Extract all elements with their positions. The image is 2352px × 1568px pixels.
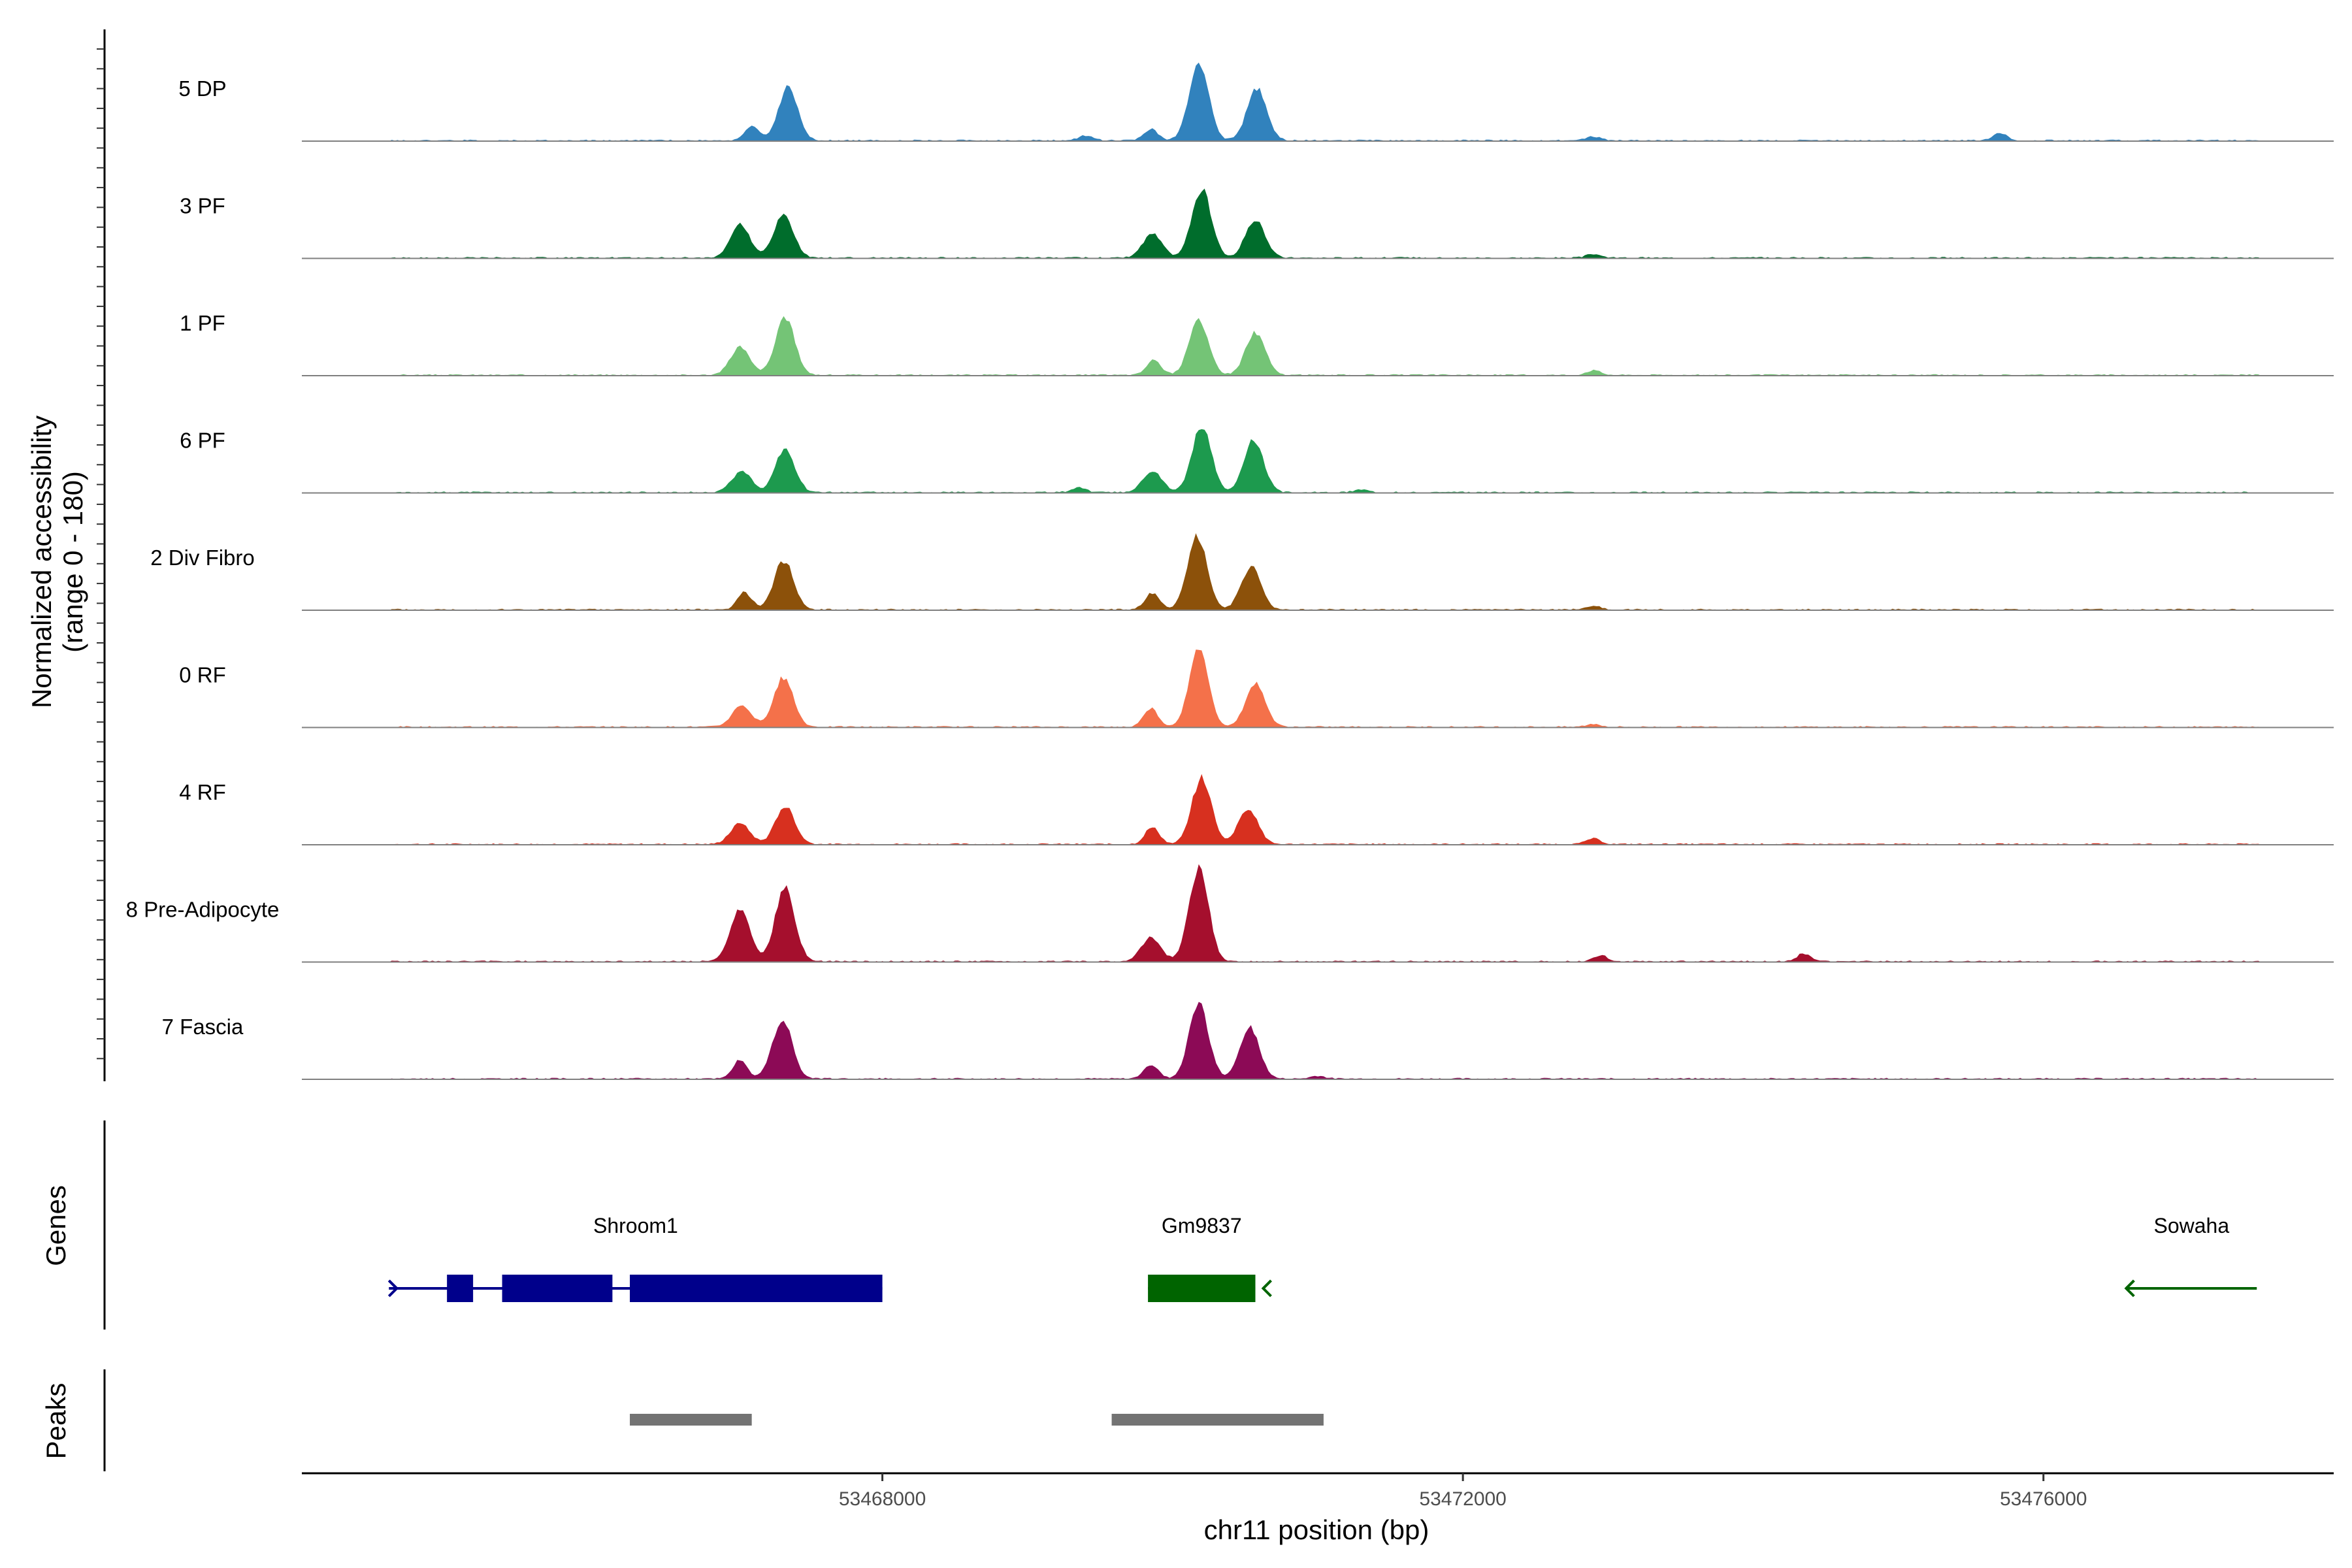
- gene-sowaha: Sowaha: [2124, 1214, 2257, 1298]
- x-axis: 53468000 53472000 53476000: [839, 1473, 2087, 1510]
- track-2: 3 PF: [180, 188, 2334, 259]
- track-4: 6 PF: [180, 429, 2334, 494]
- strand-arrow-head: [387, 1279, 399, 1298]
- coverage-area: [302, 62, 2334, 141]
- coverage-area: [302, 188, 2334, 259]
- track-8: 8 Pre-Adipocyte: [126, 864, 2334, 963]
- coverage-area: [302, 429, 2334, 493]
- x-tick-label: 53468000: [839, 1488, 926, 1510]
- track-9: 7 Fascia: [162, 1002, 2334, 1080]
- track-7: 4 RF: [179, 774, 2334, 845]
- peaks-track: [630, 1414, 1324, 1426]
- gene-exon: [447, 1275, 474, 1302]
- coverage-area: [302, 864, 2334, 962]
- track-label: 8 Pre-Adipocyte: [126, 898, 280, 922]
- gene-shroom1: Shroom1: [387, 1214, 883, 1302]
- track-label: 5 DP: [178, 76, 226, 101]
- track-label: 0 RF: [179, 663, 226, 687]
- gene-exon: [1148, 1275, 1256, 1302]
- track-label: 4 RF: [179, 780, 226, 804]
- y-axis: [97, 29, 106, 1081]
- track-label: 6 PF: [180, 429, 225, 453]
- coverage-area: [302, 649, 2334, 728]
- track-label: 3 PF: [180, 194, 225, 218]
- track-6: 0 RF: [179, 649, 2334, 728]
- coverage-area: [302, 316, 2334, 376]
- coverage-area: [302, 533, 2334, 610]
- track-3: 1 PF: [180, 311, 2334, 376]
- gene-gm9837: Gm9837: [1148, 1214, 1272, 1302]
- gene-label: Gm9837: [1162, 1214, 1242, 1237]
- track-label: 7 Fascia: [162, 1015, 244, 1039]
- track-label: 1 PF: [180, 311, 225, 335]
- x-axis-title: chr11 position (bp): [1204, 1514, 1429, 1545]
- coverage-tracks: 5 DP 3 PF 1 PF 6 PF 2 Div Fibro 0 RF 4 RF 8 Pre…: [126, 62, 2334, 1080]
- y-axis-title-line2: (range 0 - 180): [57, 471, 88, 653]
- genes-track: Shroom1 Gm9837 Sowaha: [387, 1214, 2257, 1302]
- strand-arrow-head: [2124, 1279, 2135, 1298]
- x-tick-label: 53472000: [1419, 1488, 1506, 1510]
- x-tick-label: 53476000: [2000, 1488, 2087, 1510]
- track-1: 5 DP: [178, 62, 2334, 142]
- y-axis-title-line1: Normalized accessibility: [26, 416, 57, 708]
- strand-arrow-head: [1261, 1279, 1272, 1298]
- gene-label: Shroom1: [593, 1214, 678, 1237]
- peak-region: [630, 1414, 752, 1426]
- track-5: 2 Div Fibro: [150, 533, 2334, 611]
- genes-track-label: Genes: [41, 1185, 71, 1266]
- peaks-track-label: Peaks: [41, 1383, 71, 1460]
- coverage-area: [302, 774, 2334, 845]
- gene-exon: [502, 1275, 613, 1302]
- coverage-area: [302, 1002, 2334, 1079]
- gene-label: Sowaha: [2153, 1214, 2229, 1237]
- gene-exon: [630, 1275, 883, 1302]
- track-label: 2 Div Fibro: [150, 546, 255, 570]
- peak-region: [1111, 1414, 1324, 1426]
